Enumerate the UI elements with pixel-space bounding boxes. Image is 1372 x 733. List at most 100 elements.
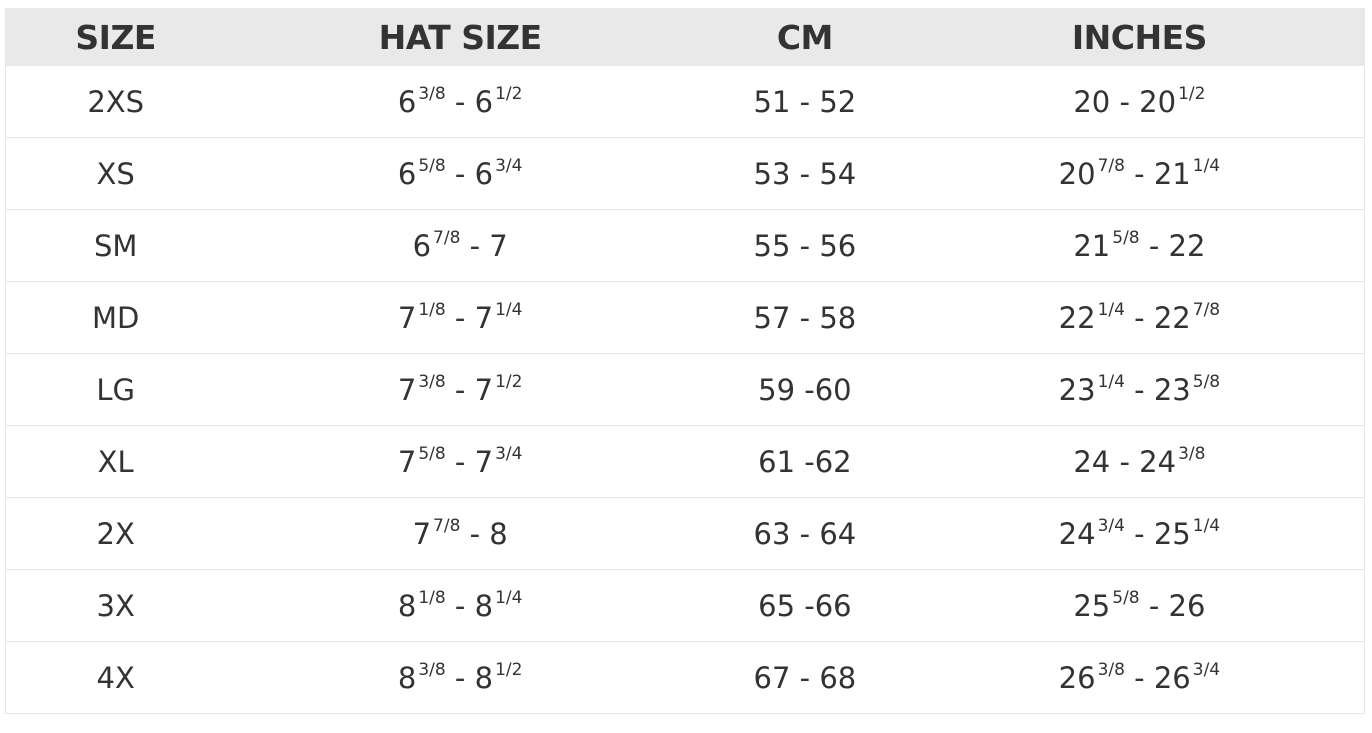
whole-value: 24 xyxy=(1139,444,1177,479)
fraction-value: 1/4 xyxy=(1192,155,1221,176)
whole-value: 6 xyxy=(474,156,494,191)
table-row: SM 6 7/8 - 7 55 - 56 21 5/8 - 22 xyxy=(5,209,1365,282)
hat-size-cell: 7 7/8 - 8 xyxy=(225,497,695,570)
whole-value: 8 xyxy=(474,588,494,623)
whole-value: 7 xyxy=(474,372,494,407)
whole-value: 6 xyxy=(412,228,432,263)
size-cell: 2XS xyxy=(5,66,226,138)
whole-value: 6 xyxy=(397,156,417,191)
fraction-value: 1/2 xyxy=(495,371,523,392)
fraction-value: 7/8 xyxy=(1097,155,1125,176)
table-row: 2X 7 7/8 - 8 63 - 64 24 3/4 - 25 1/4 xyxy=(5,497,1365,570)
header-hat-size: HAT SIZE xyxy=(225,8,695,66)
fraction-value: 1/8 xyxy=(418,299,446,320)
cm-cell: 65 -66 xyxy=(694,569,915,642)
whole-value: 7 xyxy=(412,516,432,551)
fraction-value: 7/8 xyxy=(433,227,461,248)
whole-value: 6 xyxy=(397,84,417,119)
whole-value: 7 xyxy=(397,300,417,335)
whole-value: 8 xyxy=(397,588,417,623)
size-cell: 3X xyxy=(5,569,226,642)
cm-cell: 51 - 52 xyxy=(694,66,915,138)
size-cell: SM xyxy=(5,209,226,282)
whole-value: 25 xyxy=(1073,588,1111,623)
fraction-value: 5/8 xyxy=(418,155,446,176)
hat-size-cell: 7 1/8 - 7 1/4 xyxy=(225,281,695,354)
whole-value: 25 xyxy=(1153,516,1191,551)
fraction-value: 5/8 xyxy=(418,443,446,464)
hat-size-cell: 7 5/8 - 7 3/4 xyxy=(225,425,695,498)
fraction-value: 1/2 xyxy=(495,659,523,680)
whole-value: 22 xyxy=(1153,300,1191,335)
fraction-value: 5/8 xyxy=(1192,371,1221,392)
cm-cell: 55 - 56 xyxy=(694,209,915,282)
fraction-value: 7/8 xyxy=(1192,299,1221,320)
fraction-value: 1/2 xyxy=(1178,83,1206,104)
hat-size-cell: 8 3/8 - 8 1/2 xyxy=(225,641,695,714)
fraction-value: 3/8 xyxy=(1178,443,1206,464)
cm-cell: 57 - 58 xyxy=(694,281,915,354)
fraction-value: 1/8 xyxy=(418,587,446,608)
fraction-value: 1/4 xyxy=(1097,299,1125,320)
hat-size-cell: 6 7/8 - 7 xyxy=(225,209,695,282)
size-cell: 2X xyxy=(5,497,226,570)
size-cell: XL xyxy=(5,425,226,498)
header-row: SIZE HAT SIZE CM INCHES xyxy=(5,8,1365,66)
fraction-value: 1/4 xyxy=(1097,371,1125,392)
whole-value: 23 xyxy=(1153,372,1191,407)
table-row: 3X 8 1/8 - 8 1/4 65 -66 25 5/8 - 26 xyxy=(5,569,1365,642)
inches-cell: 20 7/8 - 21 1/4 xyxy=(914,137,1365,210)
table-row: LG 7 3/8 - 7 1/2 59 -60 23 1/4 - 23 5/8 xyxy=(5,353,1365,426)
whole-value: 20 xyxy=(1058,156,1096,191)
fraction-value: 3/4 xyxy=(495,155,523,176)
fraction-value: 1/4 xyxy=(1192,515,1221,536)
inches-cell: 21 5/8 - 22 xyxy=(914,209,1365,282)
cm-cell: 59 -60 xyxy=(694,353,915,426)
fraction-value: 3/8 xyxy=(1097,659,1125,680)
cm-cell: 61 -62 xyxy=(694,425,915,498)
table-row: XS 6 5/8 - 6 3/4 53 - 54 20 7/8 - 21 1/4 xyxy=(5,137,1365,210)
whole-value: 20 xyxy=(1073,84,1111,119)
inches-cell: 25 5/8 - 26 xyxy=(914,569,1365,642)
size-chart-table: SIZE HAT SIZE CM INCHES 2XS 6 3/8 - 6 1/2 51… xyxy=(5,8,1365,714)
header-inches: INCHES xyxy=(914,8,1365,66)
hat-size-cell: 6 3/8 - 6 1/2 xyxy=(225,66,695,138)
whole-value: 22 xyxy=(1058,300,1096,335)
whole-value: 8 xyxy=(489,516,508,551)
whole-value: 26 xyxy=(1058,660,1096,695)
whole-value: 7 xyxy=(397,372,417,407)
whole-value: 7 xyxy=(474,300,494,335)
whole-value: 21 xyxy=(1153,156,1191,191)
inches-cell: 24 - 24 3/8 xyxy=(914,425,1365,498)
whole-value: 6 xyxy=(474,84,494,119)
inches-cell: 24 3/4 - 25 1/4 xyxy=(914,497,1365,570)
header-size: SIZE xyxy=(5,8,226,66)
table-row: 4X 8 3/8 - 8 1/2 67 - 68 26 3/8 - 26 3/4 xyxy=(5,641,1365,714)
inches-cell: 26 3/8 - 26 3/4 xyxy=(914,641,1365,714)
whole-value: 7 xyxy=(489,228,508,263)
size-cell: LG xyxy=(5,353,226,426)
cm-cell: 53 - 54 xyxy=(694,137,915,210)
cm-cell: 67 - 68 xyxy=(694,641,915,714)
inches-cell: 22 1/4 - 22 7/8 xyxy=(914,281,1365,354)
fraction-value: 5/8 xyxy=(1112,587,1140,608)
whole-value: 8 xyxy=(474,660,494,695)
fraction-value: 1/2 xyxy=(495,83,523,104)
inches-cell: 23 1/4 - 23 5/8 xyxy=(914,353,1365,426)
table-row: MD 7 1/8 - 7 1/4 57 - 58 22 1/4 - 22 7/8 xyxy=(5,281,1365,354)
fraction-value: 7/8 xyxy=(433,515,461,536)
cm-cell: 63 - 64 xyxy=(694,497,915,570)
whole-value: 26 xyxy=(1168,588,1206,623)
whole-value: 22 xyxy=(1168,228,1206,263)
inches-cell: 20 - 20 1/2 xyxy=(914,66,1365,138)
whole-value: 24 xyxy=(1058,516,1096,551)
fraction-value: 3/4 xyxy=(1192,659,1221,680)
whole-value: 23 xyxy=(1058,372,1096,407)
table-row: 2XS 6 3/8 - 6 1/2 51 - 52 20 - 20 1/2 xyxy=(5,66,1365,138)
fraction-value: 3/4 xyxy=(495,443,523,464)
table-row: XL 7 5/8 - 7 3/4 61 -62 24 - 24 3/8 xyxy=(5,425,1365,498)
whole-value: 8 xyxy=(397,660,417,695)
fraction-value: 3/4 xyxy=(1097,515,1125,536)
fraction-value: 1/4 xyxy=(495,587,523,608)
whole-value: 24 xyxy=(1073,444,1111,479)
